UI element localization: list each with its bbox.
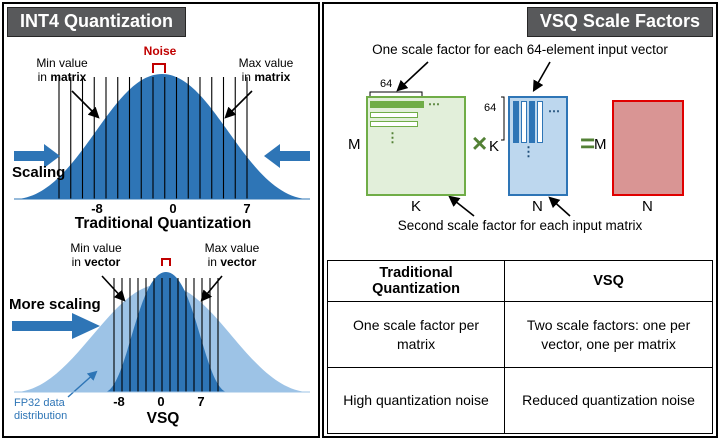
vsq-caption: VSQ — [146, 410, 180, 427]
vsq-quantization-level-lines — [113, 278, 219, 392]
table-header-row: Traditional Quantization VSQ — [326, 260, 713, 302]
h-dots-green: ⋯ — [428, 97, 441, 111]
vector-scale-factor-note: One scale factor for each 64-element inp… — [372, 42, 668, 57]
header-traditional: Traditional Quantization — [326, 260, 506, 302]
vsq-noise-bracket — [161, 258, 171, 266]
h-dots-blue: ⋯ — [548, 104, 561, 118]
column-vector — [537, 101, 543, 143]
tick-0: 0 — [169, 201, 177, 216]
distribution-curve — [18, 74, 306, 199]
scaling-arrow-left — [14, 144, 60, 168]
note-to-green-arrow — [396, 61, 429, 92]
matrix-a-cols-label: K — [411, 198, 422, 215]
input-matrix-a: ⋯ ⋮ — [366, 96, 466, 196]
column-vector — [529, 101, 535, 143]
note-to-blue-arrow — [532, 61, 551, 92]
vector-strip-highlight — [370, 101, 424, 108]
scaling-arrow-right — [264, 144, 310, 168]
cell-traditional-noise: High quantization noise — [326, 367, 506, 434]
noise-bracket — [152, 63, 166, 73]
header-vsq: VSQ — [504, 260, 713, 302]
int4-quantization-panel: INT4 Quantization Noise Min value in mat… — [2, 2, 320, 438]
annotation-arrows — [369, 61, 571, 217]
max-value-vector-label: Max value in vector — [204, 241, 260, 270]
output-matrix-cols-label: N — [642, 198, 653, 215]
blue-64-bracket — [501, 96, 505, 141]
traditional-quantization-caption: Traditional Quantization — [74, 215, 252, 232]
matrix-b-rows-label: K — [489, 138, 500, 155]
noise-label: Noise — [143, 44, 177, 58]
note2-to-green-arrow — [448, 195, 475, 217]
max-value-matrix-label: Max value in matrix — [238, 56, 294, 85]
vsq-tick-neg8: -8 — [113, 394, 125, 409]
table-row: High quantization noise Reduced quantiza… — [326, 367, 713, 434]
cell-vsq-noise: Reduced quantization noise — [504, 367, 713, 434]
min-vector-arrow — [101, 275, 126, 302]
vsq-tick-0: 0 — [157, 394, 165, 409]
table-row: One scale factor per matrix Two scale fa… — [326, 301, 713, 368]
input-matrix-b: ⋯ ⋮ — [508, 96, 568, 196]
note2-to-blue-arrow — [548, 196, 571, 217]
column-vector-highlight — [513, 101, 519, 143]
column-vector — [521, 101, 527, 143]
blue-vector-length-label: 64 — [484, 102, 497, 114]
output-matrix — [612, 100, 684, 196]
comparison-table: Traditional Quantization VSQ One scale f… — [326, 260, 713, 434]
min-value-vector-label: Min value in vector — [70, 241, 122, 270]
traditional-quantization-chart — [14, 63, 310, 200]
vsq-tick-7: 7 — [197, 394, 205, 409]
cell-vsq-scale: Two scale factors: one per vector, one p… — [504, 301, 713, 368]
vsq-scale-factors-panel: VSQ Scale Factors One scale factor for e… — [322, 2, 718, 438]
vector-strip — [370, 121, 418, 127]
more-scaling-arrow — [12, 313, 100, 339]
more-scaling-label: More scaling — [9, 296, 101, 313]
max-vector-arrow — [200, 275, 223, 302]
green-vector-length-label: 64 — [380, 78, 393, 90]
tick-neg8: -8 — [91, 201, 103, 216]
output-matrix-rows-label: M — [594, 136, 607, 153]
max-arrow — [224, 90, 253, 119]
fp32-pointer-arrow — [67, 370, 98, 398]
fp32-data-distribution-label: FP32 data distribution — [14, 397, 68, 422]
multiply-operator: × — [472, 128, 488, 158]
quantization-level-lines — [58, 77, 248, 199]
matrix-scale-factor-note: Second scale factor for each input matri… — [397, 218, 643, 233]
green-64-bracket — [369, 91, 423, 96]
vsq-chart — [12, 258, 310, 398]
scaling-label: Scaling — [12, 164, 66, 181]
vector-distribution-curve — [106, 272, 226, 392]
matrix-a-rows-label: M — [348, 136, 361, 153]
matrix-b-cols-label: N — [532, 198, 543, 215]
v-dots-green: ⋮ — [386, 130, 399, 145]
cell-traditional-scale: One scale factor per matrix — [326, 301, 506, 368]
equals-operator: = — [580, 128, 596, 158]
right-panel-title: VSQ Scale Factors — [526, 7, 713, 37]
vector-strip — [370, 112, 418, 118]
tick-7: 7 — [243, 201, 251, 216]
v-dots-blue: ⋮ — [522, 144, 535, 159]
left-panel-title: INT4 Quantization — [7, 7, 186, 37]
min-arrow — [71, 90, 100, 119]
